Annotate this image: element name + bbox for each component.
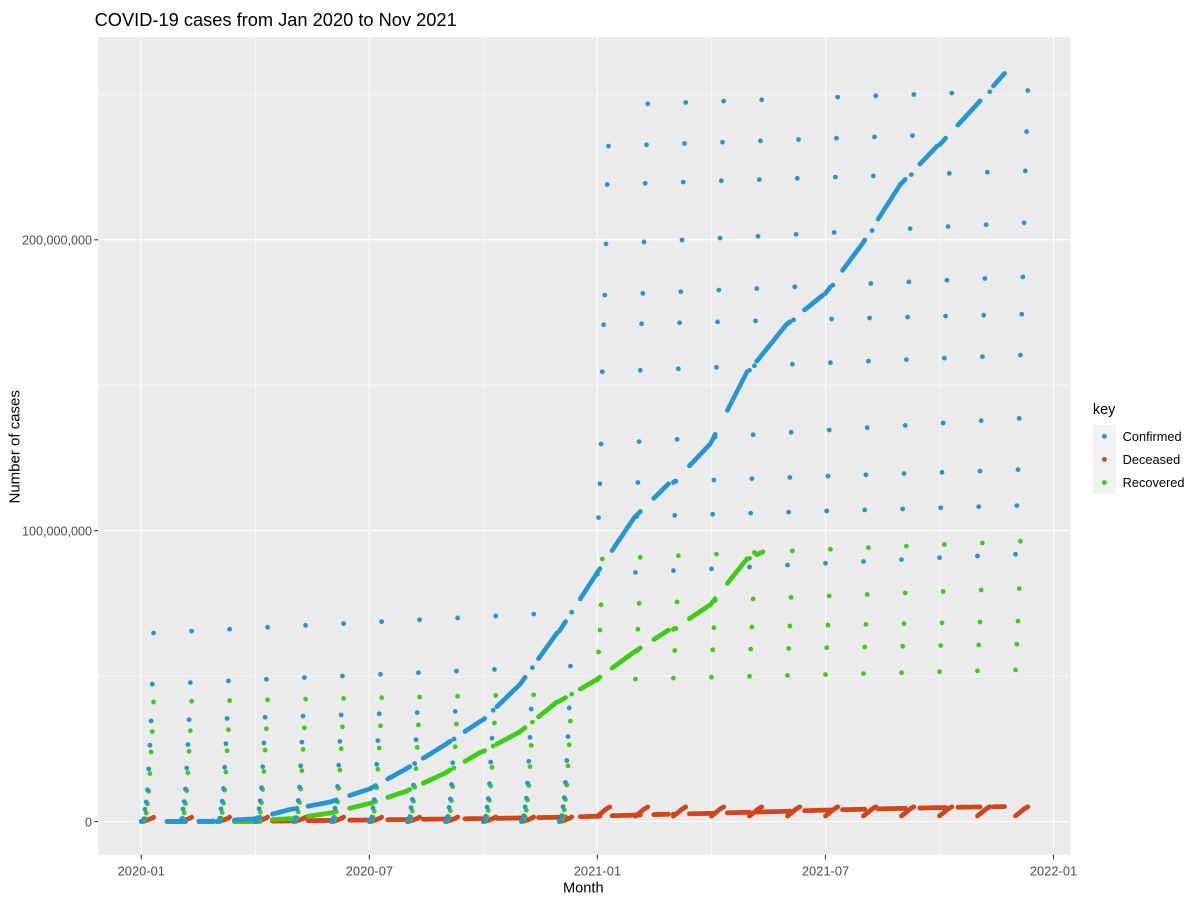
svg-text:key: key bbox=[1093, 402, 1116, 418]
svg-text:2020-01: 2020-01 bbox=[118, 864, 165, 879]
svg-text:2022-01: 2022-01 bbox=[1030, 864, 1077, 879]
svg-text:Confirmed: Confirmed bbox=[1123, 429, 1182, 444]
svg-text:Month: Month bbox=[563, 880, 604, 896]
svg-text:Recovered: Recovered bbox=[1123, 475, 1185, 490]
svg-text:0: 0 bbox=[85, 815, 92, 829]
svg-text:2021-07: 2021-07 bbox=[802, 864, 849, 879]
svg-text:200,000,000: 200,000,000 bbox=[22, 234, 92, 248]
svg-text:2020-07: 2020-07 bbox=[346, 864, 393, 879]
svg-text:Deceased: Deceased bbox=[1123, 452, 1181, 467]
svg-text:100,000,000: 100,000,000 bbox=[22, 525, 92, 539]
svg-text:2021-01: 2021-01 bbox=[574, 864, 621, 879]
svg-text:COVID-19 cases from Jan 2020 t: COVID-19 cases from Jan 2020 to Nov 2021 bbox=[95, 9, 457, 30]
svg-text:Number of cases: Number of cases bbox=[6, 390, 23, 503]
